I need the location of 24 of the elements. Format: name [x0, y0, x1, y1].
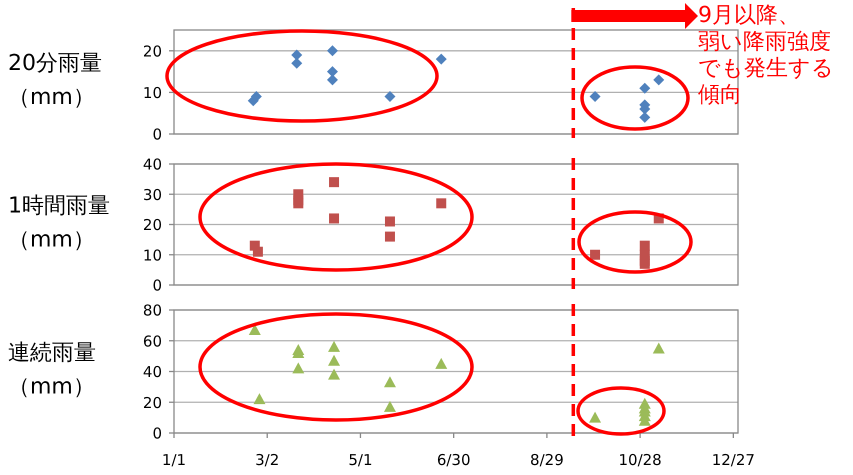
y-tick-label: 60: [142, 332, 162, 350]
y-tick-label: 20: [142, 394, 162, 412]
y-tick-label: 10: [142, 84, 162, 102]
x-tick-label: 1/1: [162, 451, 186, 469]
x-tick-label: 8/29: [530, 451, 564, 469]
ylabel: 1時間雨量（mm）: [8, 194, 110, 252]
y-tick-label: 20: [142, 42, 162, 60]
ylabel: 20分雨量（mm）: [8, 51, 102, 110]
y-tick-label: 40: [142, 363, 162, 381]
y-tick-label: 20: [142, 216, 162, 234]
x-tick-label: 5/1: [348, 451, 373, 469]
annotation: 9月以降、弱い降雨強度でも発生する傾向: [698, 3, 834, 108]
y-tick-label: 80: [142, 302, 162, 320]
y-tick-label: 30: [142, 186, 162, 204]
y-tick-label: 0: [152, 126, 162, 144]
x-tick-label: 3/2: [255, 451, 280, 469]
x-tick-label: 6/30: [436, 451, 471, 469]
x-tick-label: 10/28: [618, 451, 662, 469]
ylabel: 連続雨量（mm）: [8, 340, 96, 400]
y-tick-label: 40: [142, 156, 162, 174]
y-tick-label: 10: [142, 246, 162, 264]
y-tick-label: 0: [152, 276, 162, 294]
y-tick-label: 0: [152, 424, 162, 442]
x-tick-label: 12/27: [712, 451, 755, 469]
